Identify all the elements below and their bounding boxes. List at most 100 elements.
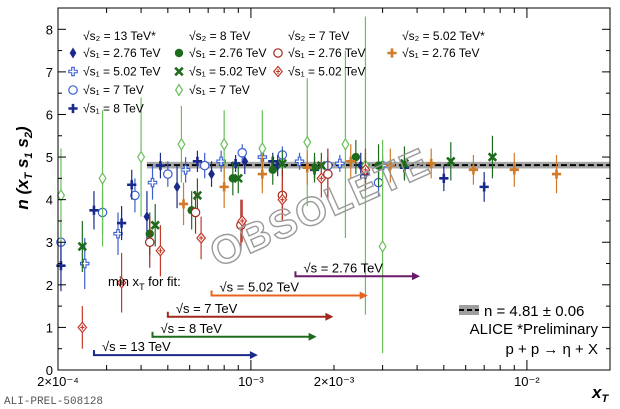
data-point [360,163,371,176]
data-point [316,172,327,185]
y-tick-label: 4 [46,193,53,208]
legend-entry-label: √s₁ = 7 TeV [83,83,144,97]
marker-cross [319,175,324,181]
data-point [116,276,127,289]
data-point [116,218,127,228]
y-axis-title-part: 2 [23,132,35,139]
series-layer [56,16,562,353]
data-point [258,141,267,156]
data-point [220,137,229,151]
data-point [323,169,333,179]
arrow-head [412,272,421,281]
data-point [341,137,350,151]
legend-entry-label: √s₁ = 5.02 TeV [288,65,365,79]
legend-entry-label: √s₁ = 5.02 TeV [189,65,266,79]
legend-column-0: √s₂ = 13 TeV* √s₁ = 2.76 TeV √s₁ = 5.02 Te… [68,29,160,116]
data-point [177,137,186,151]
data-point [150,220,160,230]
y-axis-title-part: s [13,158,32,167]
data-point [147,177,158,188]
data-point [130,190,140,201]
marker-cross [363,167,368,173]
legend-entry-label: √s₁ = 2.76 TeV [402,46,479,60]
data-point [216,156,226,167]
svg-text:n (xT s1 s2): n (xT s1 s2) [13,126,35,210]
data-point [385,160,395,171]
arrow-label: √s = 2.76 TeV [303,260,383,275]
data-point [374,161,383,170]
data-point [190,207,201,218]
data-point [346,156,356,166]
legend-marker [68,66,78,77]
legend-marker [174,83,184,97]
x-axis-title: xT [591,383,609,405]
data-point [302,163,312,173]
legend-header: √s₂ = 13 TeV* [83,29,156,43]
data-point [233,173,243,184]
x-tick-label: 2×10⁻³ [314,374,355,389]
data-point [155,244,166,257]
data-point [192,156,203,166]
min-xt-arrow-4: √s = 13 TeV [92,339,258,360]
data-point [509,165,519,175]
y-tick-label: 6 [46,107,53,122]
series-8 [77,148,371,349]
data-point [178,199,189,209]
legend-entry-label: √s₁ = 2.76 TeV [189,46,266,60]
data-point [277,158,288,169]
legend-header: √s₂ = 8 TeV [189,29,250,43]
legend-marker [69,47,77,59]
y-axis-title-part: ) [13,126,32,134]
arrow-label: √s = 5.02 TeV [220,279,300,294]
min-xt-arrow-3: √s = 8 TeV [151,321,317,341]
x-tick-label: 10⁻³ [238,374,264,389]
legend-marker [68,85,78,95]
y-tick-label: 1 [46,320,53,335]
y-tick-label: 5 [46,150,53,165]
data-point [479,182,489,192]
legend-marker [174,48,184,58]
data-point [219,182,229,192]
data-point [192,190,203,201]
marker-cross [199,235,204,241]
data-point [277,193,288,206]
legend-marker [68,103,78,114]
preliminary-id: ALI-PREL-508128 [4,396,103,408]
data-point [237,214,248,227]
data-point [89,205,99,215]
arrow-head [359,291,368,300]
legend-marker [387,48,397,58]
y-tick-label: 2 [46,278,53,293]
min-xt-label: min xT for fit: [108,274,181,292]
data-point [98,171,107,185]
arrow-head [308,332,317,341]
arrow-head [249,351,258,360]
x-tick-label: 2×10⁻⁴ [37,374,79,389]
data-point [487,152,498,162]
arrow-label: √s = 13 TeV [102,339,171,354]
y-tick-label: 0 [46,363,53,378]
data-point [173,181,181,193]
data-point [257,169,267,179]
data-point [399,158,410,169]
series-9 [178,144,562,226]
data-point [77,321,88,334]
data-point [143,211,151,223]
marker-cross [275,68,281,75]
marker-cross [80,324,85,330]
legend-entry-label: √s₁ = 2.76 TeV [83,46,160,60]
data-point [56,188,66,202]
data-point [468,165,479,175]
marker-cross [280,197,285,203]
experiment-label: ALICE *Preliminary [470,321,599,338]
data-point [144,237,155,248]
y-tick-label: 3 [46,235,53,250]
marker-cross [240,218,245,224]
y-axis-title-part: T [23,171,35,179]
data-point [439,173,449,183]
legend-header: √s₂ = 7 TeV [288,29,349,43]
data-point [351,152,361,162]
series-7 [144,148,333,268]
y-axis-title-part: s [13,138,32,147]
